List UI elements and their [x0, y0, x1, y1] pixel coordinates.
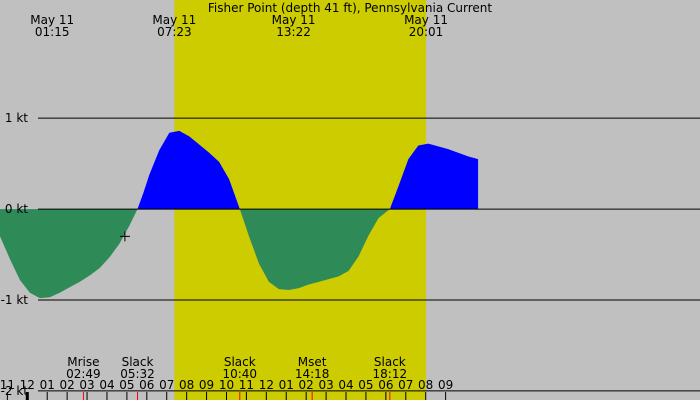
gridlines: [38, 117, 700, 392]
top-date-label: May 11: [152, 13, 196, 27]
hour-axis: 11 12 01 02 03 04 05 06 07 08 09 10 11 12 01 02 03 04 05 06…: [0, 378, 453, 400]
top-time-label: 07:23: [157, 25, 192, 39]
hour-tick-label: 10: [219, 378, 234, 392]
hour-tick-label: 06: [139, 378, 154, 392]
hour-tick-label: 07: [398, 378, 413, 392]
hour-tick-label: 11: [239, 378, 254, 392]
hour-tick-label: 01: [40, 378, 55, 392]
hour-tick-label: 08: [418, 378, 433, 392]
bottom-event-labels: Mrise02:49Slack05:32Slack10:40Mset14:18S…: [66, 355, 407, 400]
event-time-label: 10:40: [222, 367, 257, 381]
event-name-label: Slack: [122, 355, 154, 369]
hour-tick-label: 09: [438, 378, 453, 392]
top-date-label: May 11: [404, 13, 448, 27]
hour-tick-label: 11: [0, 378, 15, 392]
event-time-label: 05:32: [120, 367, 155, 381]
hour-tick-label: 12: [20, 378, 35, 392]
hour-tick-label: 05: [358, 378, 373, 392]
ebb-area: [0, 209, 479, 299]
event-time-label: 18:12: [373, 367, 408, 381]
current-time-marker: [119, 231, 130, 242]
hour-tick-label: 12: [259, 378, 274, 392]
y-axis-labels: 1 kt0 kt-1 kt-2 kt: [1, 111, 29, 398]
event-time-label: 02:49: [66, 367, 101, 381]
hour-tick-label: 01: [279, 378, 294, 392]
top-time-label: 20:01: [409, 25, 444, 39]
y-tick-label: 1 kt: [5, 111, 28, 125]
hour-tick-label: 05: [119, 378, 134, 392]
top-time-label: 01:15: [35, 25, 70, 39]
hour-tick-label: 04: [338, 378, 353, 392]
hour-tick-label: 09: [199, 378, 214, 392]
event-name-label: Mset: [298, 355, 327, 369]
event-time-label: 14:18: [295, 367, 330, 381]
y-tick-label: 0 kt: [5, 202, 28, 216]
hour-tick-label: 06: [378, 378, 393, 392]
y-tick-label: -1 kt: [1, 293, 29, 307]
hour-tick-label: 02: [299, 378, 314, 392]
event-name-label: Slack: [224, 355, 256, 369]
flood-area: [137, 130, 479, 210]
event-name-label: Slack: [374, 355, 406, 369]
top-date-label: May 11: [30, 13, 74, 27]
hour-tick-label: 03: [318, 378, 333, 392]
hour-tick-label: 04: [99, 378, 114, 392]
hour-tick-label: 08: [179, 378, 194, 392]
chart-title: Fisher Point (depth 41 ft), Pennsylvania…: [208, 1, 493, 15]
hour-tick-label: 03: [79, 378, 94, 392]
top-date-label: May 11: [272, 13, 316, 27]
hour-tick-label: 07: [159, 378, 174, 392]
top-time-label: 13:22: [276, 25, 311, 39]
current-areas: [0, 130, 479, 299]
hour-tick-label: 02: [59, 378, 74, 392]
event-name-label: Mrise: [67, 355, 99, 369]
